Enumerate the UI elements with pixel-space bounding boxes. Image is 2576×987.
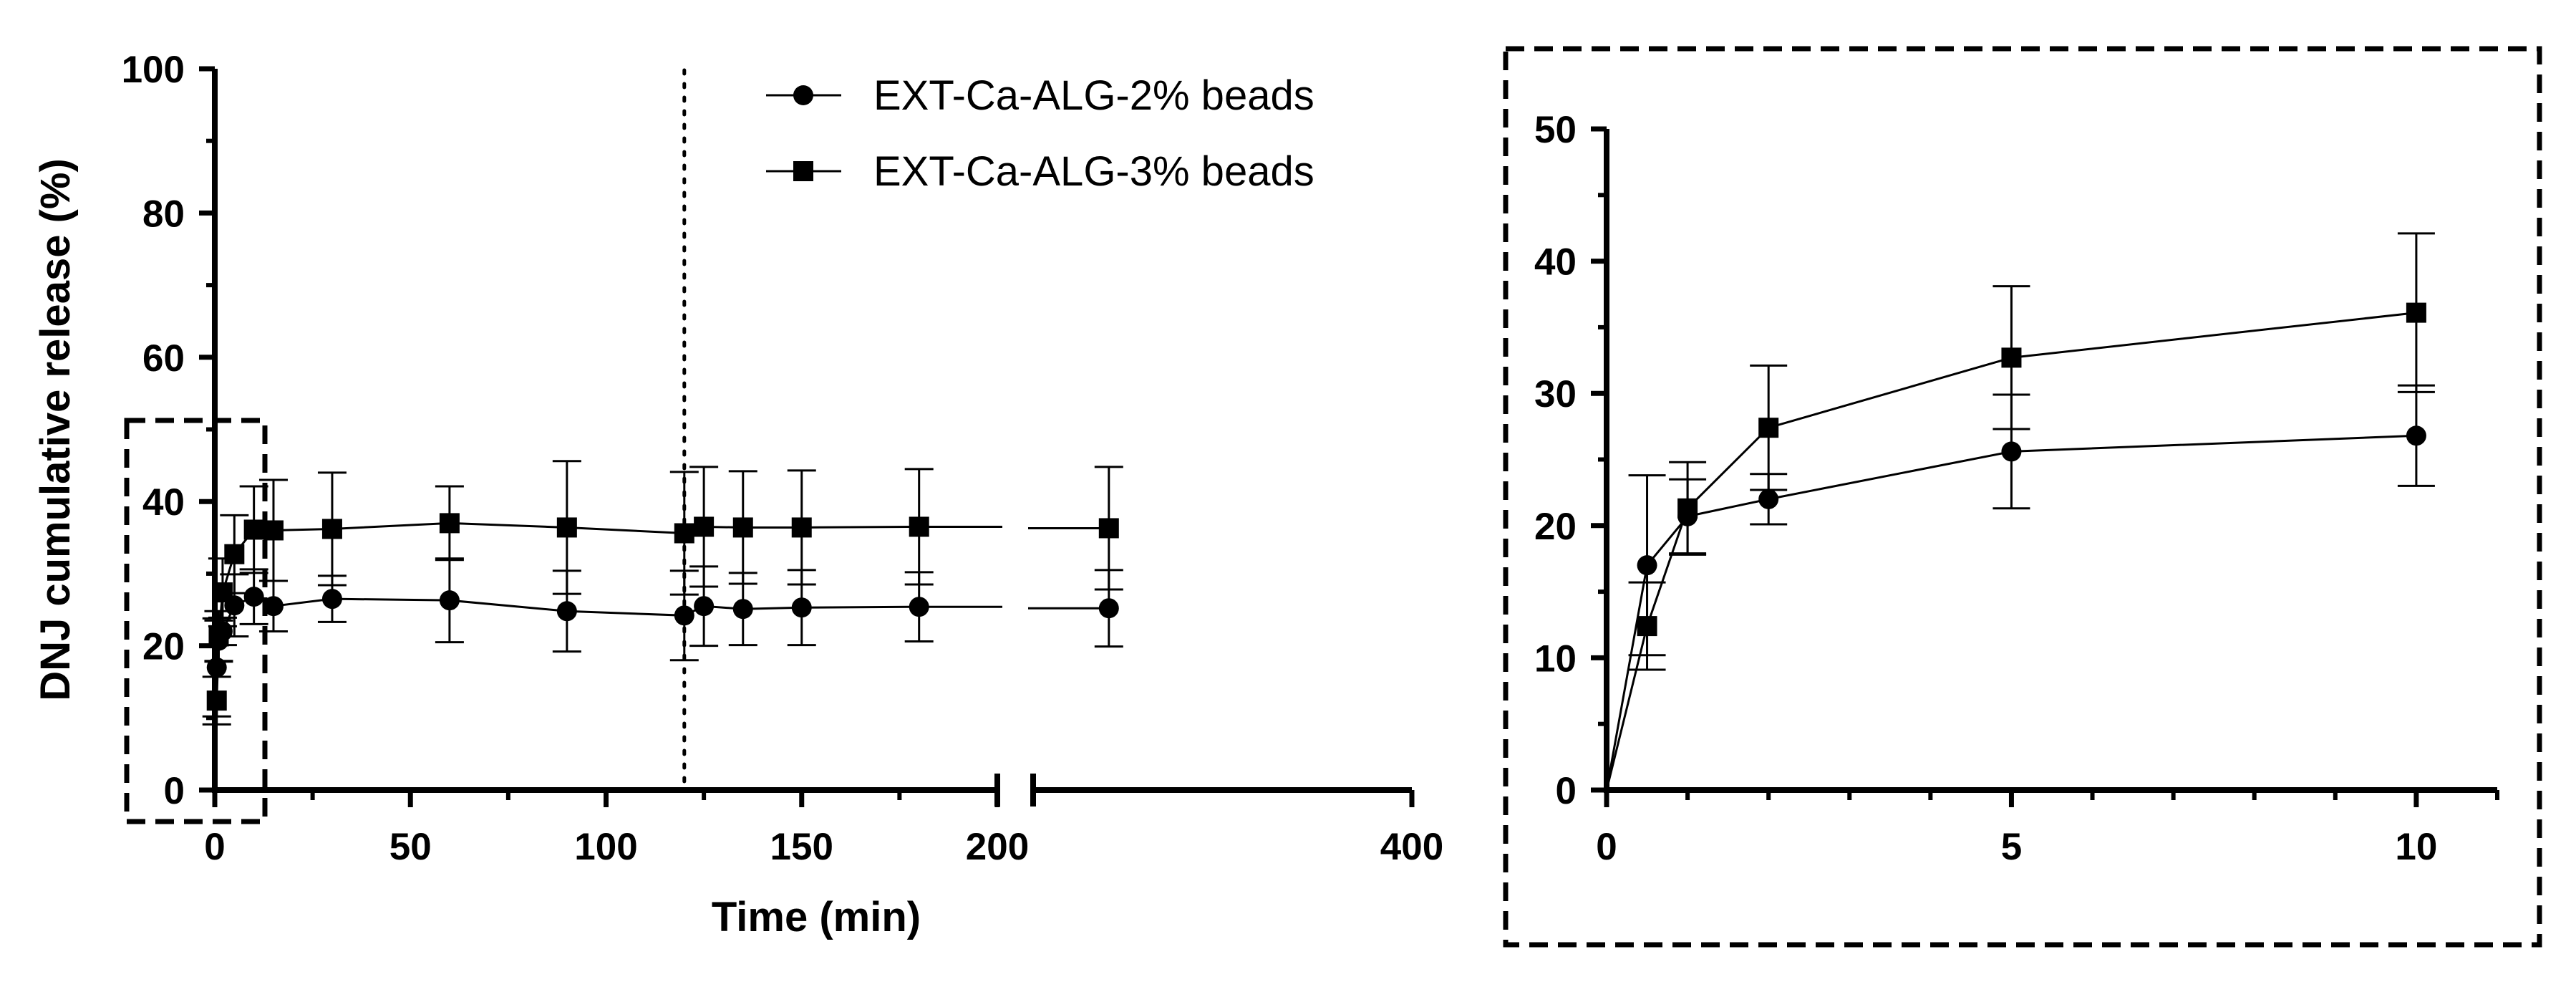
main-point-square [224,544,245,564]
inset-point-circle [1637,555,1657,576]
main-point-circle [694,596,715,617]
main-point-square [556,517,577,538]
main-x-tick-label: 150 [770,826,833,868]
main-y-tick-label: 40 [142,481,185,524]
main-x-axis-title: Time (min) [712,894,921,940]
main-y-axis-title: DNJ cumulative release (%) [32,158,79,701]
main-point-circle [439,590,460,611]
main-y-tick-label: 60 [142,337,185,380]
main-point-square [674,523,694,544]
inset-x-tick-label: 10 [2395,826,2437,868]
legend: EXT-Ca-ALG-2% beads EXT-Ca-ALG-3% beads [766,72,1314,195]
main-point-circle [243,587,264,607]
inset-y-tick-label: 0 [1556,770,1577,812]
inset-x-tick-label: 5 [2001,826,2022,868]
inset-y-tick-label: 40 [1534,241,1577,284]
main-point-square [439,513,460,534]
inset-point-square [1758,418,1779,438]
main-series-2pct [202,557,1123,791]
main-point-circle [674,605,694,626]
main-point-square [206,690,227,711]
inset-series-2pct [1605,384,2435,791]
main-y-tick-label: 100 [122,49,185,91]
legend-marker-3pct [793,161,813,181]
main-point-square [1098,518,1119,539]
main-x-tick-label: 200 [966,826,1029,868]
main-y-ticks: 0 20 40 60 80 100 [122,49,215,812]
main-point-circle [321,589,342,610]
main-point-circle [909,597,929,617]
main-point-circle [556,601,577,622]
main-x-ticks: 0 50 100 150 200 400 [204,790,1443,868]
main-series-layer [202,460,1123,791]
inset-series-line [1605,312,2417,791]
legend-label-2pct: EXT-Ca-ALG-2% beads [873,72,1314,119]
inset-x-tick-label: 0 [1596,826,1617,868]
main-point-square [208,626,229,647]
inset-frame-box [1503,46,2542,948]
legend-label-3pct: EXT-Ca-ALG-3% beads [873,148,1314,195]
inset-point-square [1677,498,1698,519]
main-series-line [213,595,1002,791]
inset-y-tick-label: 30 [1534,373,1577,415]
inset-point-square [2406,302,2426,323]
main-point-square [732,517,753,538]
zoom-region-box [124,418,268,824]
main-series-line [213,521,1002,791]
inset-point-circle [2001,441,2022,462]
main-point-circle [732,599,753,620]
inset-point-circle [1758,488,1779,509]
main-point-circle [791,597,812,618]
inset-point-square [1637,616,1657,637]
main-x-tick-label: 400 [1380,826,1443,868]
main-point-square [791,517,812,538]
main-point-circle [263,596,284,617]
main-point-square [263,520,284,541]
main-series-3pct [202,460,1123,791]
inset-x-ticks: 0 5 10 [1596,790,2499,868]
main-x-tick-label: 50 [389,826,432,868]
main-point-square [909,516,929,537]
main-point-circle [1098,598,1119,619]
inset-series-line [1605,434,2416,791]
main-point-square [694,516,715,537]
legend-marker-2pct [793,85,813,105]
inset-chart: 0 10 20 30 40 50 0 5 10 [1503,46,2542,948]
main-x-tick-label: 0 [204,826,225,868]
main-x-tick-label: 100 [574,826,637,868]
main-y-tick-label: 0 [164,770,185,812]
inset-point-circle [2406,425,2426,446]
main-point-square [243,519,264,540]
inset-point-square [2001,347,2022,368]
inset-series-3pct [1605,232,2435,791]
main-y-tick-label: 80 [142,193,185,235]
main-point-square [321,519,342,539]
inset-y-tick-label: 50 [1534,109,1577,151]
inset-y-ticks: 0 10 20 30 40 50 [1534,109,1607,812]
main-y-tick-label: 20 [142,626,185,668]
inset-y-tick-label: 20 [1534,506,1577,548]
inset-y-tick-label: 10 [1534,637,1577,680]
inset-series-layer [1605,232,2435,791]
